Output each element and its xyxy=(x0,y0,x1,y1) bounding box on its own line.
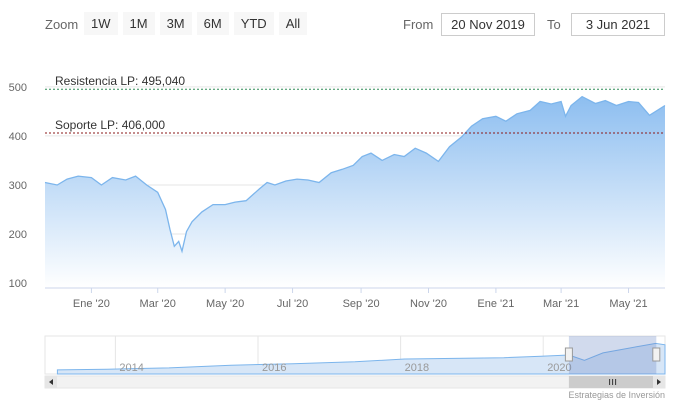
price-series-line xyxy=(44,95,666,254)
y-tick-label: 100 xyxy=(9,278,27,290)
x-tick-label: Mar '21 xyxy=(543,298,579,310)
range-selector-toolbar: Zoom 1W 1M 3M 6M YTD All From 20 Nov 201… xyxy=(0,0,675,48)
zoom-6m-button[interactable]: 6M xyxy=(196,12,229,35)
y-tick-label: 500 xyxy=(9,82,27,94)
zoom-buttons: 1W 1M 3M 6M YTD All xyxy=(84,12,308,35)
chart-credits: Estrategias de Inversión xyxy=(568,390,665,400)
to-date-input[interactable]: 3 Jun 2021 xyxy=(571,13,665,36)
zoom-1m-button[interactable]: 1M xyxy=(122,12,155,35)
x-tick-label: Ene '20 xyxy=(73,298,110,310)
y-tick-label: 200 xyxy=(9,229,27,241)
x-tick-label: Mar '20 xyxy=(140,298,176,310)
x-tick-label: Sep '20 xyxy=(343,298,380,310)
zoom-1w-button[interactable]: 1W xyxy=(84,12,118,35)
plot-line-label: Soporte LP: 406,000 xyxy=(55,118,165,132)
scroll-left-arrow-icon xyxy=(49,379,53,385)
navigator-year-label: 2020 xyxy=(547,362,571,374)
from-label: From xyxy=(403,17,434,32)
zoom-ytd-button[interactable]: YTD xyxy=(233,12,274,35)
x-tick-label: May '21 xyxy=(609,298,647,310)
navigator-year-label: 2014 xyxy=(119,362,143,374)
zoom-label: Zoom xyxy=(45,17,79,32)
plot-line-label: Resistencia LP: 495,040 xyxy=(55,74,185,88)
to-label: To xyxy=(547,17,561,32)
x-tick-label: Nov '20 xyxy=(410,298,447,310)
scroll-right-arrow-icon xyxy=(657,379,661,385)
navigator-right-handle[interactable] xyxy=(652,347,661,362)
navigator-year-label: 2016 xyxy=(262,362,286,374)
from-date-input[interactable]: 20 Nov 2019 xyxy=(441,13,535,36)
navigator-area xyxy=(56,342,666,375)
price-area-fill xyxy=(45,96,665,288)
x-tick-label: May '20 xyxy=(206,298,244,310)
x-tick-label: Jul '20 xyxy=(277,298,308,310)
scrollbar-grip-icon xyxy=(609,379,617,385)
zoom-all-button[interactable]: All xyxy=(278,12,308,35)
y-tick-label: 300 xyxy=(9,180,27,192)
navigator[interactable]: 2014 2016 2018 2020 xyxy=(0,330,675,390)
navigator-year-label: 2018 xyxy=(405,362,429,374)
x-tick-label: Ene '21 xyxy=(477,298,514,310)
y-tick-label: 400 xyxy=(9,131,27,143)
navigator-left-handle[interactable] xyxy=(564,347,573,362)
price-area-chart: 100 200 300 400 500 Resistencia LP: 495,040 S… xyxy=(9,74,666,310)
navigator-selected-range[interactable] xyxy=(568,336,657,374)
zoom-3m-button[interactable]: 3M xyxy=(159,12,192,35)
